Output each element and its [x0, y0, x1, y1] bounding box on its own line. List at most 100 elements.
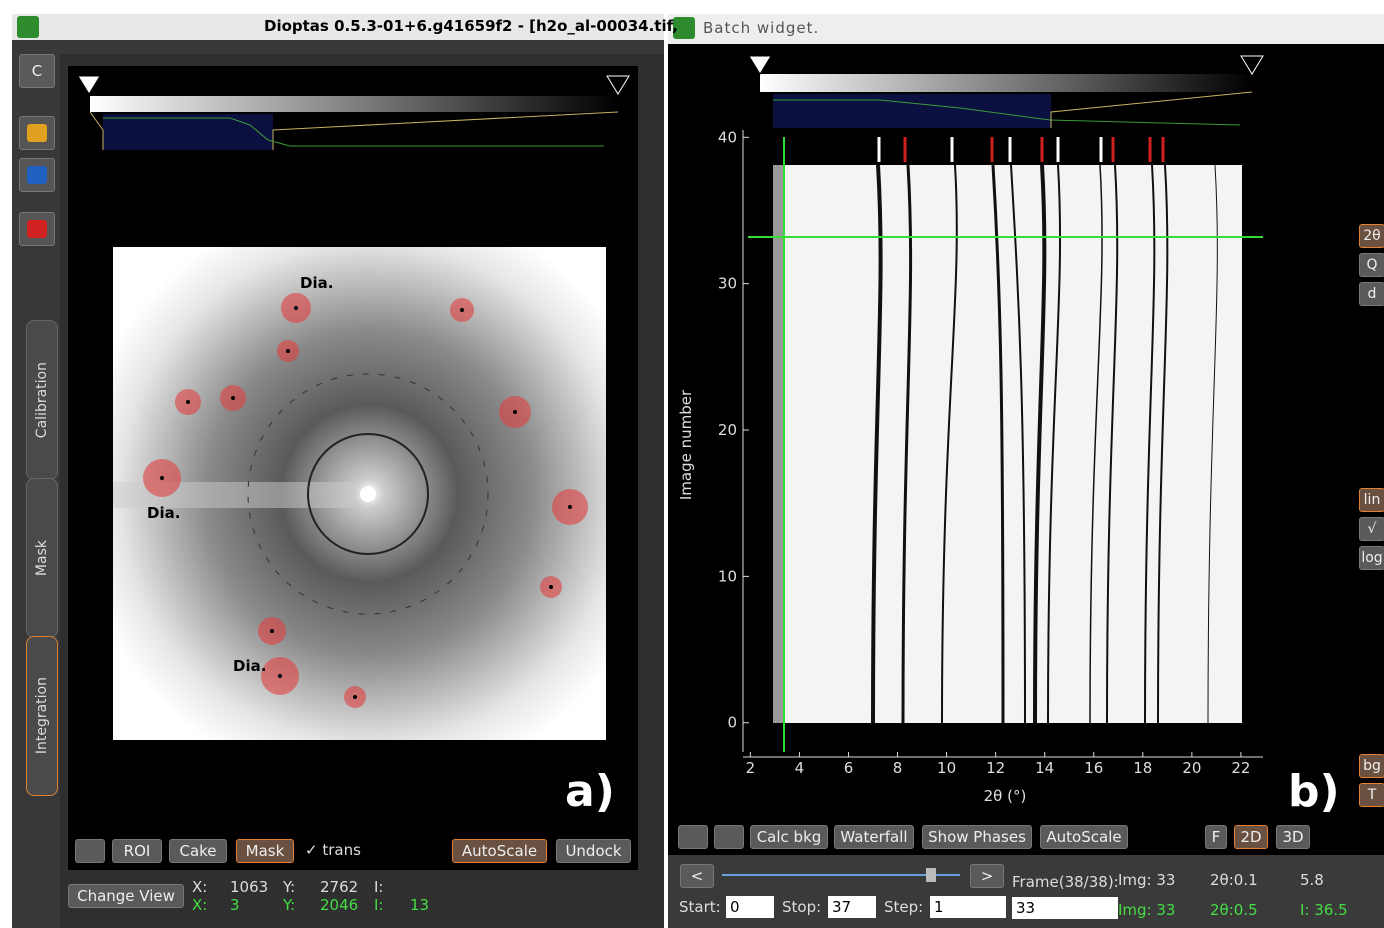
streak [1144, 164, 1156, 724]
image-input[interactable]: 33 [1012, 897, 1118, 919]
side-button[interactable]: lin [1359, 488, 1384, 512]
side-button[interactable]: bg [1359, 754, 1384, 778]
spot [549, 585, 553, 589]
step-input[interactable]: 1 [930, 896, 1006, 918]
sidebar-tab[interactable]: Integration [26, 636, 58, 796]
status-text: X: [192, 878, 208, 896]
image-label: Dia. [300, 274, 333, 292]
side-button[interactable]: d [1359, 282, 1384, 306]
streak [1207, 164, 1218, 724]
colorbar-handle [1240, 55, 1264, 75]
ring [307, 433, 429, 555]
toolbar-button[interactable]: AutoScale [1040, 825, 1128, 849]
tab-label: Mask [34, 539, 50, 577]
title-bar [668, 14, 1384, 44]
view-button[interactable]: 2D [1234, 825, 1268, 849]
slider-handle[interactable] [926, 868, 936, 882]
nav-button[interactable]: > [970, 864, 1004, 888]
view-button[interactable]: 3D [1276, 825, 1310, 849]
y-tick-label: 20 [718, 421, 737, 439]
info-text: Img: 33 [1118, 901, 1176, 919]
histogram-region [773, 94, 1051, 128]
y-tick-label: 10 [718, 567, 737, 585]
spot [231, 396, 235, 400]
spot [294, 306, 298, 310]
y-tick-label: 0 [727, 714, 737, 732]
step-label: Step: [884, 898, 924, 916]
sidebar-tab[interactable]: Calibration [26, 320, 58, 480]
window-title: Dioptas 0.5.3-01+6.g41659f2 - [h2o_al-00… [264, 17, 679, 35]
histogram-edge [1050, 91, 1253, 128]
colorbar [760, 74, 1252, 92]
side-button[interactable]: 2θ [1359, 224, 1384, 248]
phase-markers [877, 137, 1165, 162]
toolbar-button[interactable]: Show Phases [922, 825, 1032, 849]
histogram-region [103, 114, 273, 150]
y-axis-label: Image number [677, 389, 695, 500]
spot [513, 410, 517, 414]
y-tick-label: 40 [718, 128, 737, 146]
status-text: 13 [410, 896, 430, 914]
icon-button[interactable] [19, 212, 55, 246]
x-tick-label: 16 [1084, 759, 1103, 777]
info-text: 2θ:0.1 [1210, 871, 1258, 889]
toolbar-button[interactable]: Mask [236, 839, 294, 863]
status-text: 2046 [320, 896, 359, 914]
side-button[interactable]: Q [1359, 253, 1384, 277]
x-tick-label: 22 [1231, 759, 1250, 777]
save-button[interactable] [714, 825, 744, 849]
colorbar [90, 96, 618, 112]
view-button[interactable]: F [1205, 825, 1227, 849]
spot [278, 674, 282, 678]
panel-label: b) [1288, 766, 1340, 817]
x-tick-label: 18 [1133, 759, 1152, 777]
waterfall-image [773, 165, 1242, 723]
side-button[interactable]: log [1359, 546, 1384, 570]
info-text: 5.8 [1300, 871, 1324, 889]
save-button[interactable] [75, 839, 105, 863]
icon-button[interactable] [19, 116, 55, 150]
toolbar-button[interactable]: AutoScale [452, 839, 547, 863]
start-input[interactable]: 0 [726, 896, 774, 918]
info-text: 2θ:0.5 [1210, 901, 1258, 919]
stop-input[interactable]: 37 [828, 896, 876, 918]
streak [1047, 164, 1062, 724]
x-tick-label: 4 [795, 759, 805, 777]
streak [1106, 164, 1119, 724]
trans-checkbox[interactable]: ✓ trans [305, 841, 361, 859]
side-button[interactable]: √ [1359, 517, 1384, 541]
image-label: Dia. [147, 504, 180, 522]
nav-button[interactable]: < [680, 864, 714, 888]
open-button[interactable] [678, 825, 708, 849]
toolbar-button[interactable]: ROI [112, 839, 162, 863]
diffraction-lines [773, 164, 1218, 724]
change-view-button[interactable]: Change View [68, 884, 184, 908]
x-tick-label: 2 [746, 759, 756, 777]
colorbar-handle [748, 55, 772, 75]
title-bar [12, 14, 664, 40]
image-label: Dia. [233, 657, 266, 675]
spot [186, 400, 190, 404]
icon-button[interactable] [19, 158, 55, 192]
status-text: 2762 [320, 878, 359, 896]
y-tick-label: 30 [718, 275, 737, 293]
status-text: 3 [230, 896, 240, 914]
toolbar-button[interactable]: Cake [169, 839, 227, 863]
tab-label: Integration [34, 677, 50, 755]
window-title: Batch widget. [703, 19, 820, 37]
panel-label: a) [565, 766, 615, 817]
toolbar-button[interactable]: Waterfall [834, 825, 914, 849]
histogram-edge [272, 111, 619, 150]
sidebar-tab[interactable]: Mask [26, 478, 58, 638]
side-button[interactable]: T [1359, 783, 1384, 807]
x-tick-label: 6 [844, 759, 854, 777]
histogram-edge [89, 111, 104, 150]
toolbar-button[interactable]: Undock [556, 839, 631, 863]
colorbar-handle [77, 75, 101, 95]
sidebar-button[interactable]: C [19, 54, 55, 88]
toolbar-button[interactable]: Calc bkg [750, 825, 828, 849]
streak [1010, 164, 1026, 724]
x-axis-label: 2θ (°) [984, 787, 1027, 805]
x-tick-label: 12 [986, 759, 1005, 777]
